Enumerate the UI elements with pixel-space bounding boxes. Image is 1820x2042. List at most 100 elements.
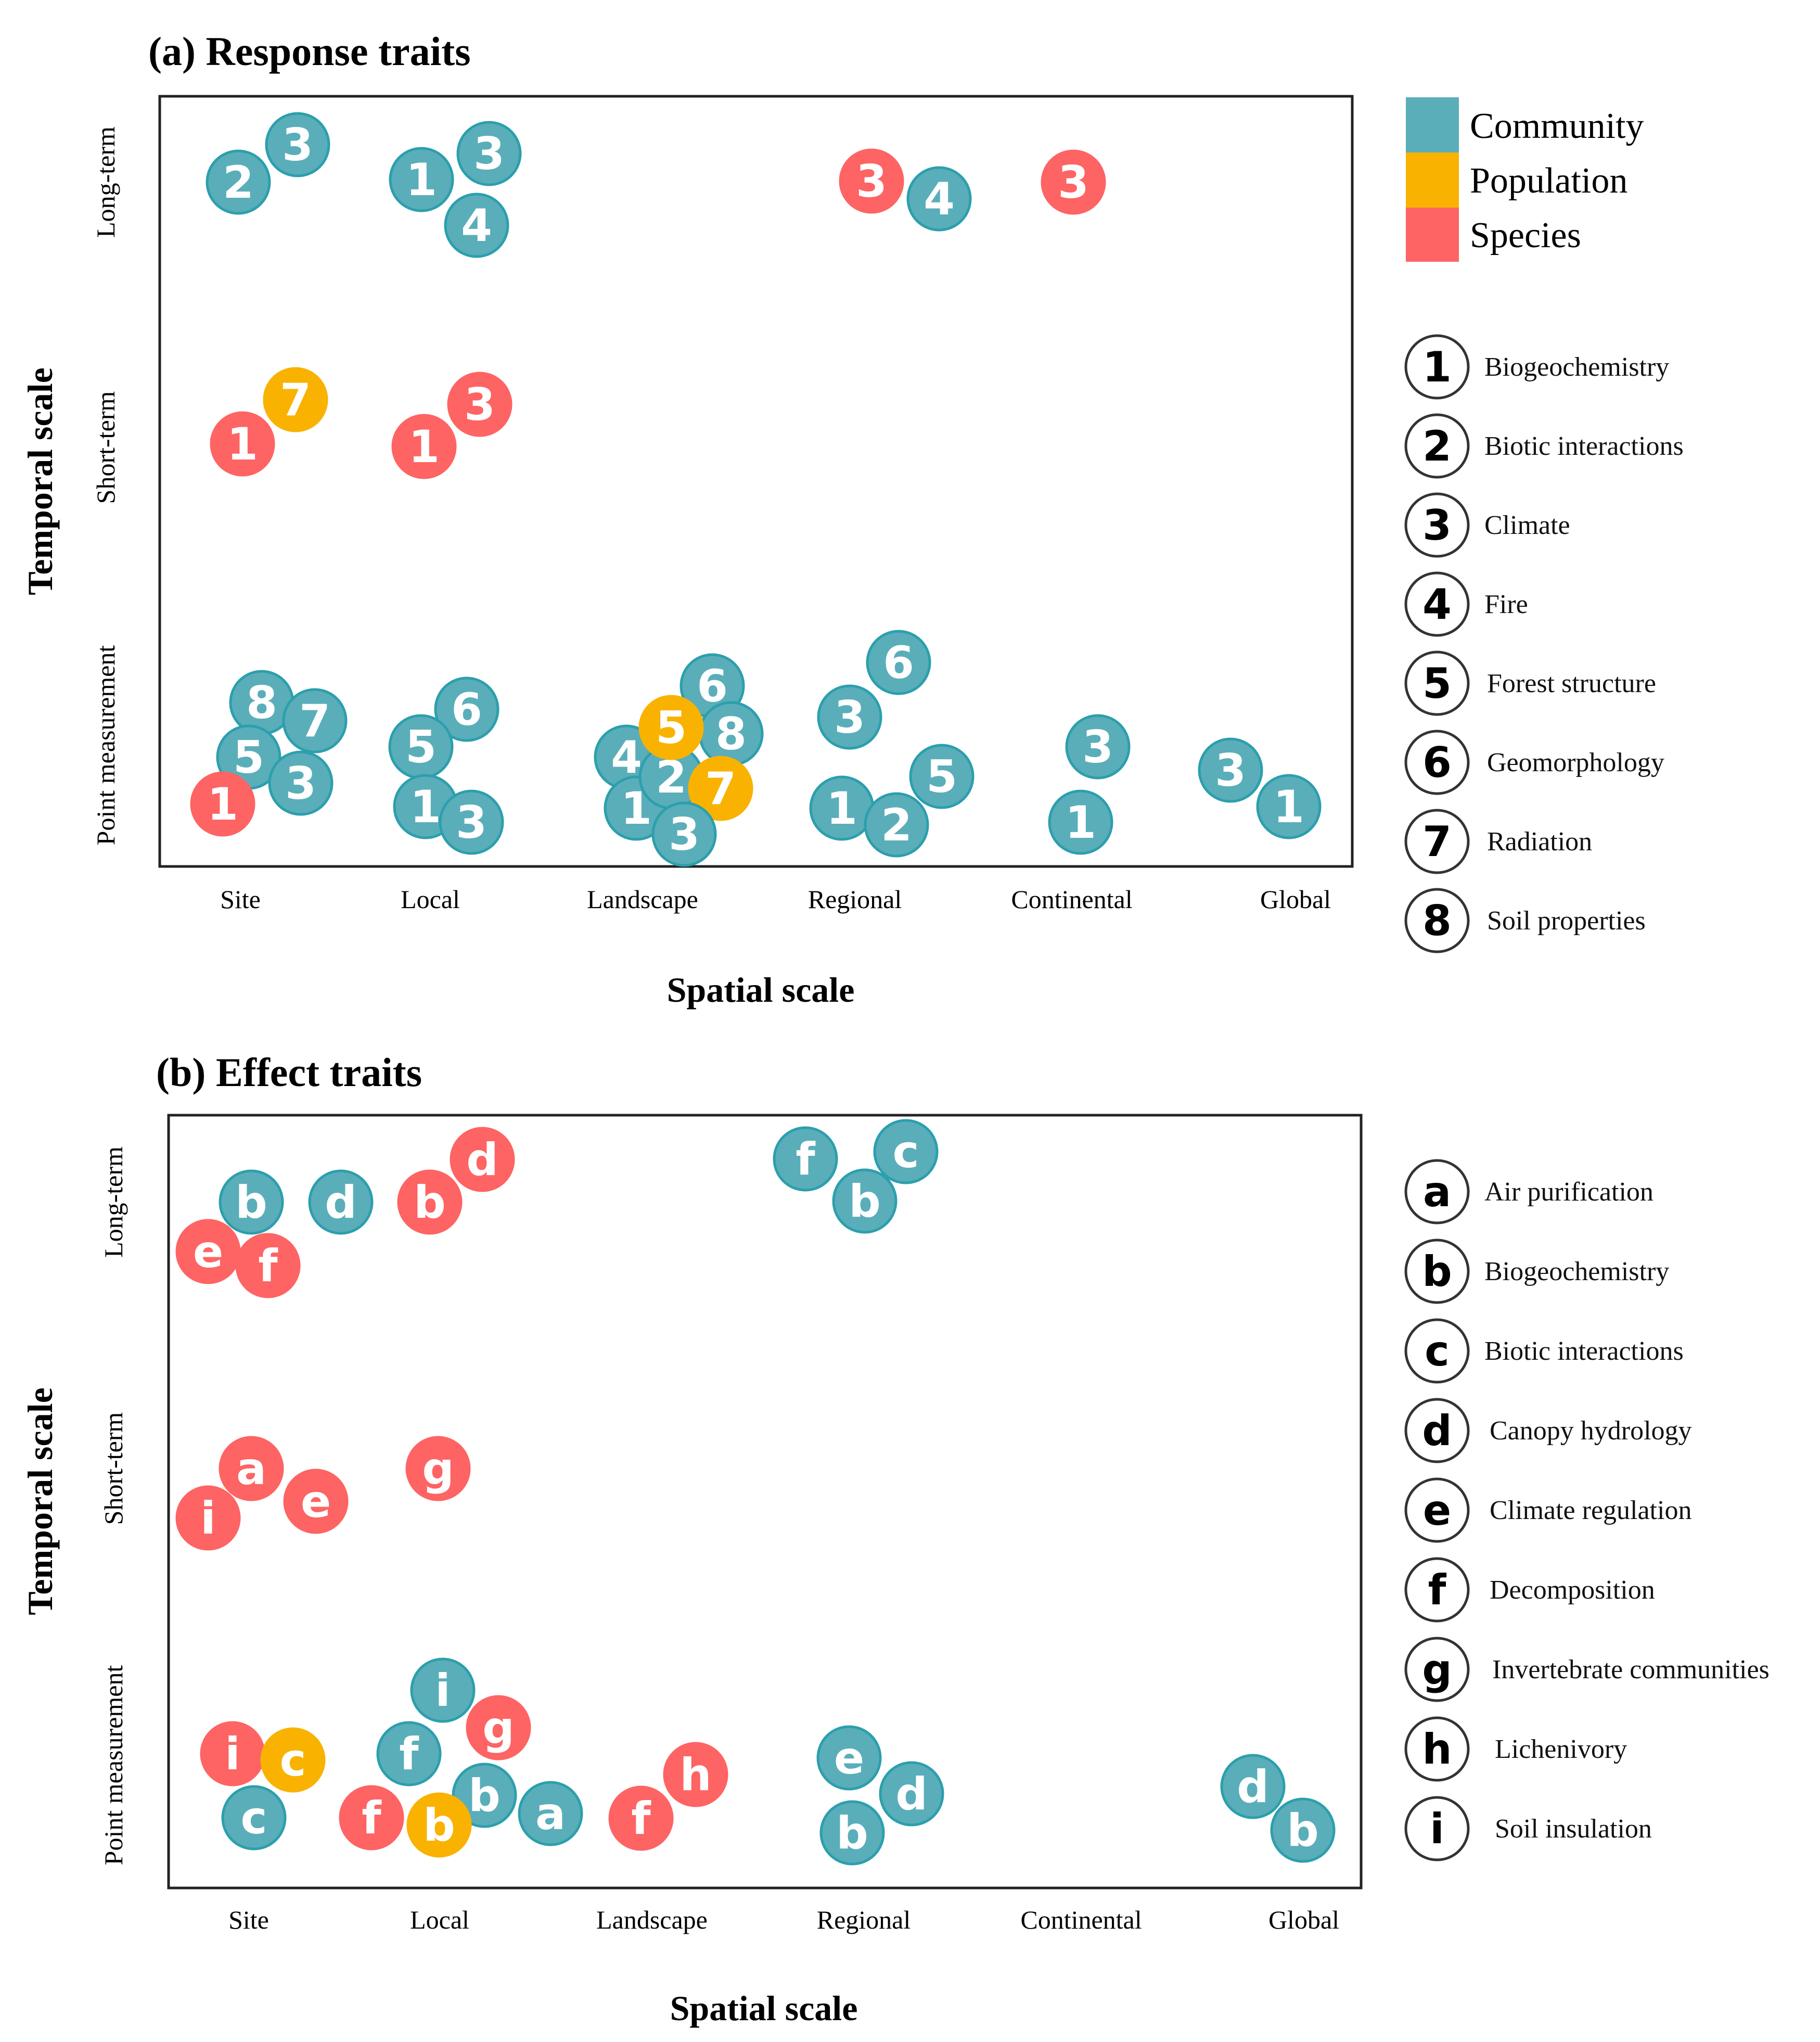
panel_a-point-1-species: 1: [210, 411, 275, 477]
panel-a-xtick-continental: Continental: [1011, 885, 1132, 914]
legend-label: Lichenivory: [1495, 1734, 1627, 1764]
point-bubble: [282, 688, 348, 754]
panel-a-plot-frame: [158, 95, 1354, 868]
point-bubble: [260, 1727, 326, 1793]
point-bubble: [1270, 1797, 1336, 1863]
panel_a-point-6-community: 6: [866, 630, 931, 695]
panel_a-point-2-community: 2: [206, 149, 271, 215]
legend-item-7: 7 Radiation: [1404, 809, 1592, 874]
panel_b-point-e-species: e: [283, 1469, 349, 1534]
panel_a-point-3-community: 3: [439, 789, 504, 855]
legend-key-circle: [1404, 1796, 1470, 1861]
legend-key-text: 2: [1422, 422, 1452, 470]
legend-key-circle: [1404, 1159, 1470, 1224]
legend-label: Biotic interactions: [1484, 431, 1684, 461]
legend-label-population: Population: [1470, 161, 1627, 201]
legend-swatch-community: [1406, 97, 1459, 152]
point-bubble: [466, 1695, 531, 1760]
point-bubble: [376, 1721, 442, 1786]
point-label: 1: [826, 783, 857, 835]
legend-label: Decomposition: [1490, 1575, 1655, 1605]
point-label: h: [680, 1749, 711, 1801]
panel-a-ytick-short-term: Short-term: [91, 391, 120, 504]
panel_a-point-3-community: 3: [268, 750, 334, 816]
panel_a-point-5-community: 5: [388, 714, 454, 780]
legend-item-c: c Biotic interactions: [1404, 1318, 1684, 1384]
panel_b-point-b-population: b: [406, 1792, 472, 1858]
point-label: 3: [834, 692, 865, 744]
panel-b-xlabel: Spatial scale: [670, 1988, 858, 2028]
point-label: f: [399, 1728, 419, 1780]
point-label: i: [225, 1728, 240, 1780]
panel-a-xtick-site: Site: [220, 885, 261, 914]
panel_b-point-e-species: e: [175, 1219, 241, 1284]
panel_a-point-3-community: 3: [265, 112, 330, 177]
panel_a-point-3-community: 3: [817, 684, 882, 750]
panel_a-point-3-species: 3: [1041, 149, 1106, 215]
panel_a-point-5-community: 5: [216, 724, 281, 790]
panel_a-point-1-community: 1: [389, 147, 454, 212]
point-label: 3: [1058, 157, 1089, 209]
panel_b-point-f-community: f: [773, 1126, 838, 1192]
point-bubble: [1198, 737, 1263, 803]
legend-label: Soil insulation: [1495, 1814, 1652, 1844]
panel_a-point-3-community: 3: [1065, 714, 1131, 780]
panel-b-xtick-regional: Regional: [817, 1905, 911, 1934]
legend-key-text: 3: [1422, 501, 1452, 550]
point-bubble: [406, 1792, 472, 1858]
legend-item-h: h Lichenivory: [1404, 1716, 1627, 1782]
point-label: d: [1237, 1761, 1269, 1813]
panel-b-xtick-continental: Continental: [1020, 1905, 1142, 1934]
point-bubble: [839, 148, 904, 214]
point-bubble: [219, 1436, 284, 1501]
point-label: 1: [1065, 797, 1096, 849]
point-bubble: [873, 1119, 939, 1184]
legend-label: Soil properties: [1487, 906, 1646, 936]
panel-b-xtick-global: Global: [1268, 1905, 1339, 1934]
legend-key-text: c: [1425, 1327, 1449, 1375]
panel_b-point-c-community: c: [873, 1119, 939, 1184]
panel_b-point-d-community: d: [308, 1169, 374, 1235]
point-label: c: [241, 1792, 267, 1844]
point-label: b: [414, 1177, 446, 1229]
legend-label: Canopy hydrology: [1490, 1416, 1692, 1446]
panel_a-point-4-community: 4: [444, 193, 509, 258]
legend-item-g: g Invertebrate communities: [1404, 1637, 1770, 1702]
legend-key-text: 5: [1422, 659, 1452, 708]
point-label: b: [836, 1807, 868, 1859]
point-bubble: [308, 1169, 374, 1235]
point-bubble: [206, 149, 271, 215]
panel-a-ytick-point-measurement: Point measurement: [91, 645, 120, 846]
panel_b-point-b-species: b: [397, 1169, 463, 1235]
point-bubble: [688, 756, 753, 821]
point-label: c: [893, 1126, 919, 1178]
legend-key-text: d: [1422, 1407, 1452, 1455]
point-label: b: [423, 1799, 455, 1852]
panel_b-point-g-species: g: [405, 1436, 471, 1501]
legend-key-text: b: [1422, 1247, 1452, 1296]
panel_a-point-1-community: 1: [1256, 774, 1322, 839]
point-label: 1: [410, 781, 441, 833]
point-bubble: [819, 1800, 885, 1866]
point-label: 5: [233, 732, 264, 784]
point-label: e: [193, 1226, 223, 1278]
legend-key-circle: [1404, 1716, 1470, 1782]
point-bubble: [339, 1785, 404, 1850]
point-bubble: [391, 414, 457, 479]
point-bubble: [444, 193, 509, 258]
panel-a-xtick-regional: Regional: [808, 885, 902, 914]
legend-key-text: 1: [1422, 343, 1452, 391]
point-label: 8: [246, 677, 277, 729]
panel_a-point-2-community: 2: [864, 792, 929, 858]
panel_b-point-a-community: a: [518, 1781, 583, 1846]
point-label: 2: [881, 799, 912, 851]
point-bubble: [866, 630, 931, 695]
point-bubble: [879, 1761, 944, 1827]
legend-key-circle: [1404, 1318, 1470, 1384]
panel_b-point-h-species: h: [663, 1742, 728, 1807]
panel-a-ytick-long-term: Long-term: [91, 126, 120, 238]
panel_a-point-8-community: 8: [698, 701, 764, 767]
panel_b-point-e-community: e: [816, 1725, 882, 1791]
point-label: a: [535, 1788, 566, 1840]
legend-key-circle: [1404, 888, 1470, 953]
